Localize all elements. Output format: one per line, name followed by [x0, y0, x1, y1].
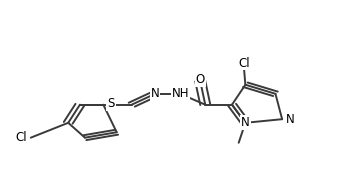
Text: O: O [195, 73, 205, 86]
Text: N: N [241, 116, 250, 129]
Text: Cl: Cl [15, 131, 27, 144]
Text: Cl: Cl [238, 56, 249, 70]
Text: S: S [108, 97, 115, 110]
Text: N: N [151, 87, 159, 100]
Text: NH: NH [172, 87, 189, 100]
Text: N: N [286, 113, 295, 126]
